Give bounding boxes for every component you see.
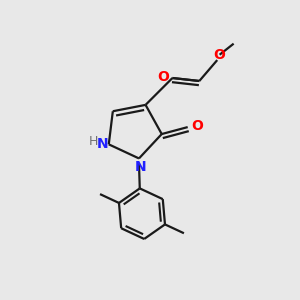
Text: N: N bbox=[135, 160, 147, 174]
Text: O: O bbox=[213, 48, 225, 62]
Text: H: H bbox=[88, 136, 98, 148]
Text: O: O bbox=[191, 118, 203, 133]
Text: N: N bbox=[96, 137, 108, 151]
Text: O: O bbox=[157, 70, 169, 83]
